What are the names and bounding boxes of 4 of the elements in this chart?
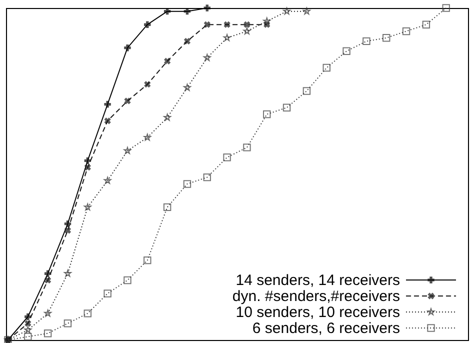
legend-label: 14 senders, 14 receivers [236,272,400,289]
legend-label: 10 senders, 10 receivers [236,304,400,321]
legend-label: dyn. #senders,#receivers [232,288,400,305]
legend-label: 6 senders, 6 receivers [252,320,400,337]
